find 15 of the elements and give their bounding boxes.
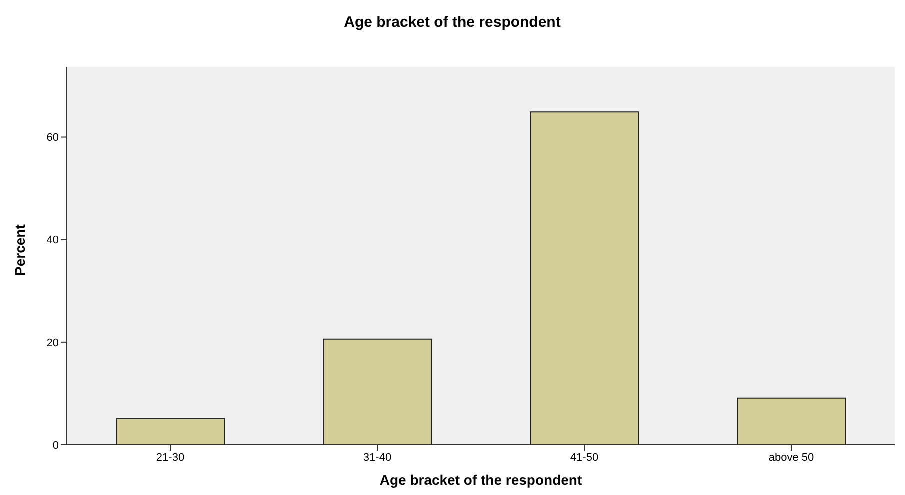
- chart-title: Age bracket of the respondent: [343, 14, 562, 31]
- x-axis-title: Age bracket of the respondent: [380, 472, 582, 488]
- y-tick-label: 20: [46, 337, 59, 350]
- x-tick-label: 21-30: [156, 452, 185, 464]
- x-tick-label: 31-40: [363, 452, 392, 464]
- bar: [116, 418, 226, 445]
- y-tick-label: 60: [46, 132, 59, 144]
- bar: [530, 112, 640, 445]
- x-tick-label: 41-50: [570, 452, 599, 464]
- bar: [737, 398, 846, 445]
- y-tick-label: 40: [46, 234, 59, 247]
- x-tick-label: above 50: [768, 452, 814, 464]
- y-axis-title: Percent: [12, 224, 28, 276]
- y-tick-label: 0: [52, 440, 59, 452]
- bar: [323, 338, 432, 445]
